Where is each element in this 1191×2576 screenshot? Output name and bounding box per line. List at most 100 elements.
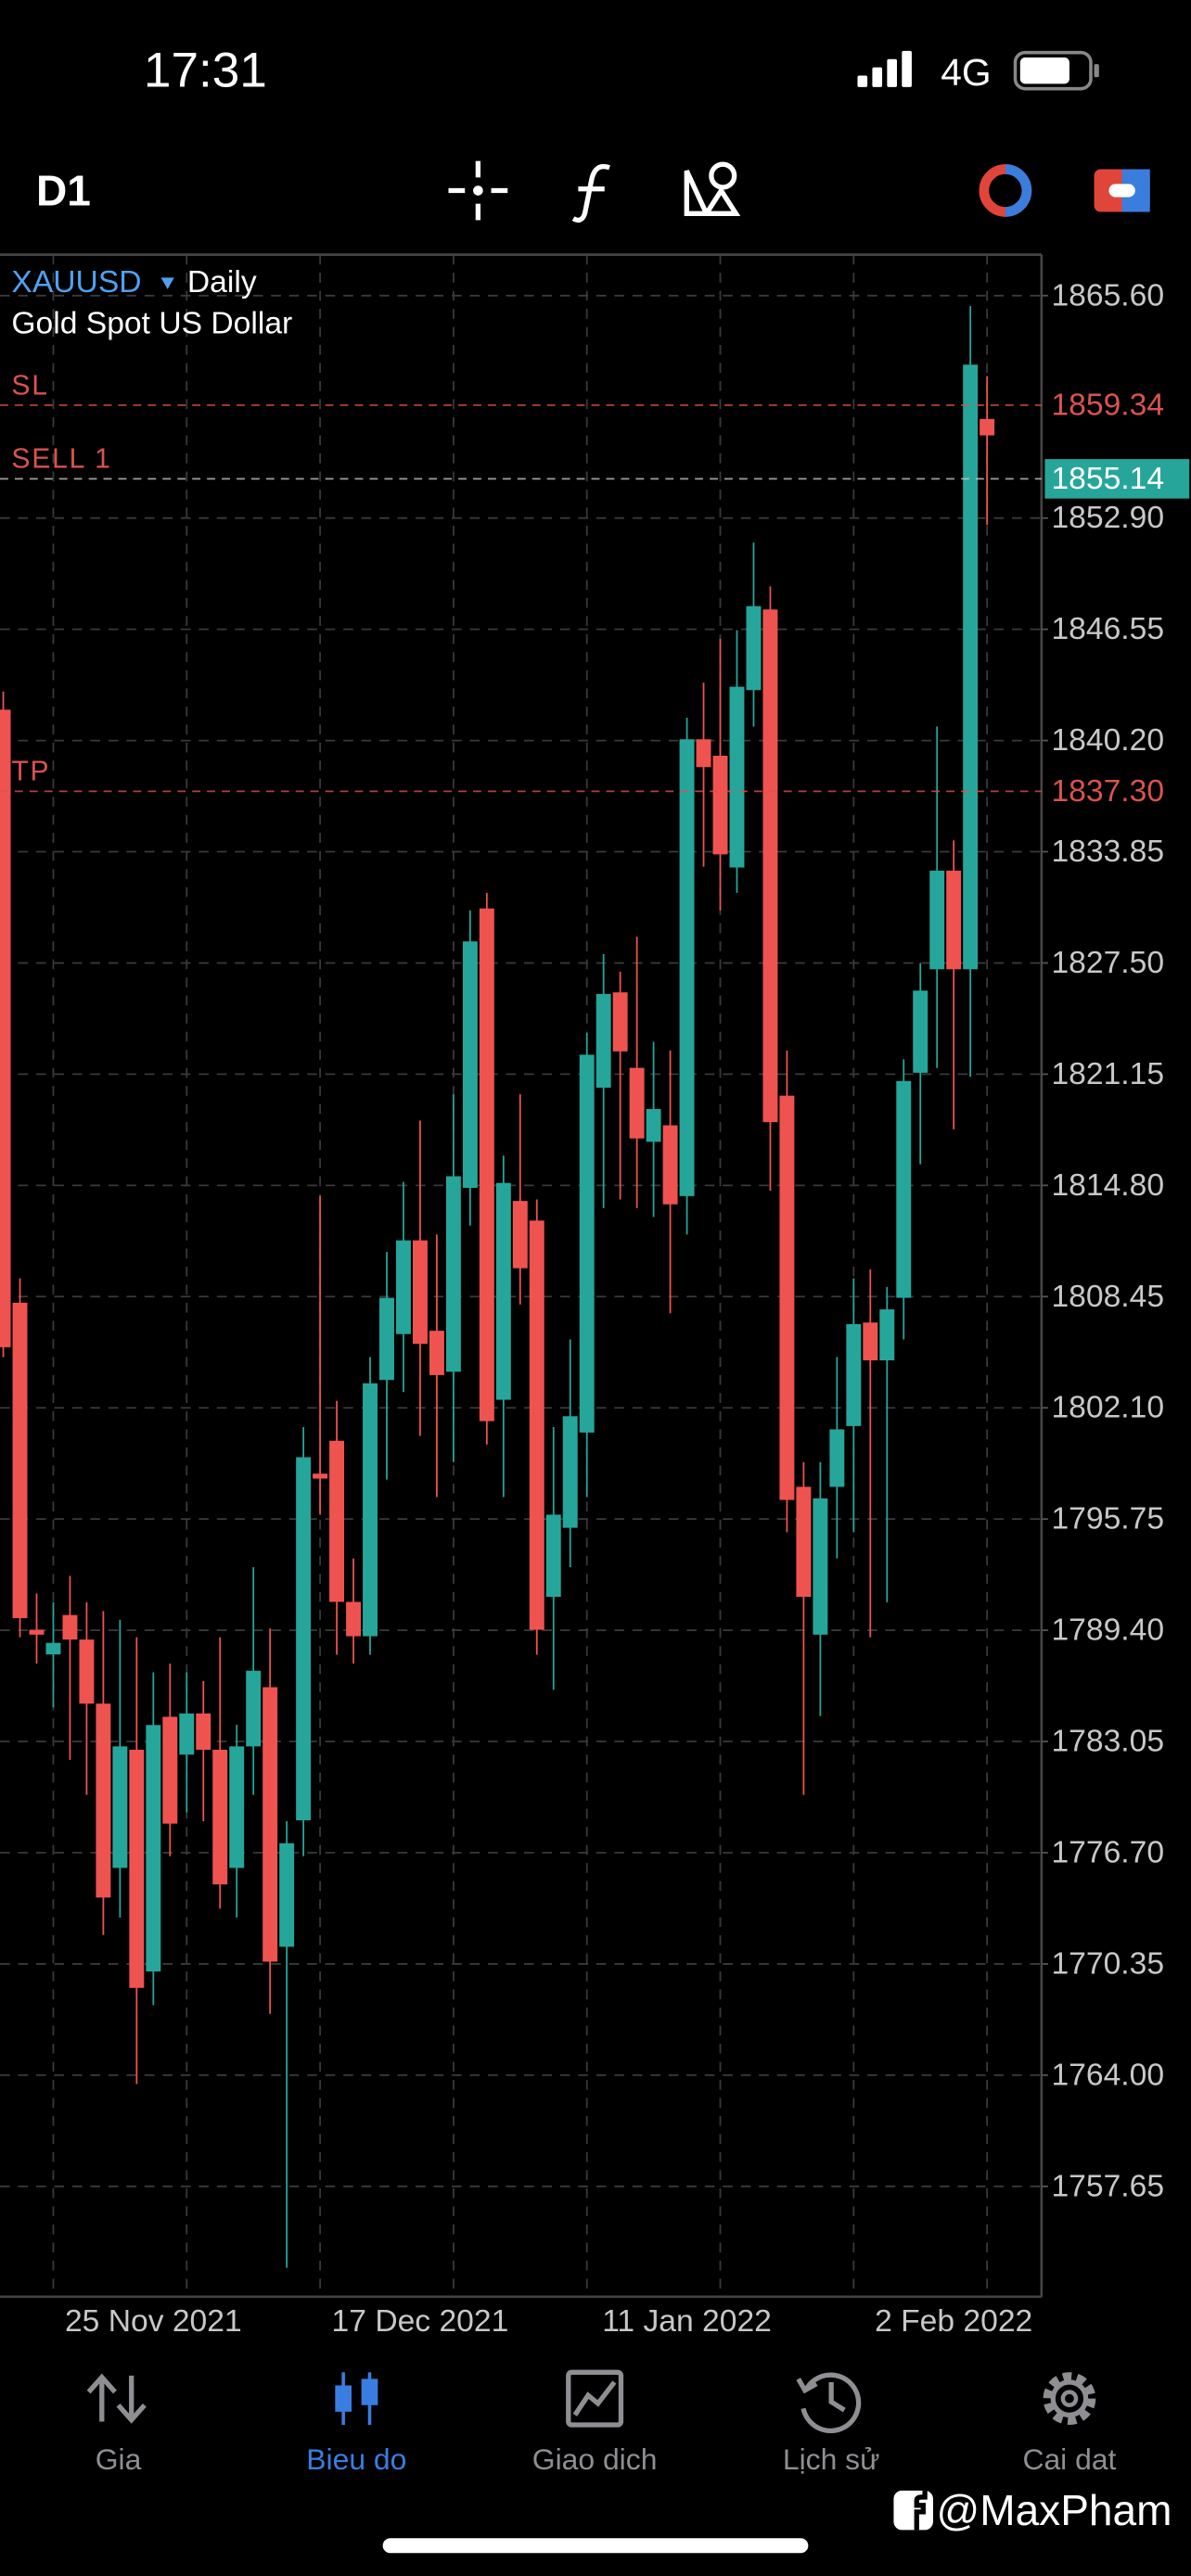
watermark-icon: [914, 2490, 928, 2531]
candle-body: [162, 1716, 178, 1824]
y-tick-label: 1770.35: [1051, 1946, 1164, 1981]
y-tick-label: 1827.50: [1051, 946, 1164, 980]
symbol-dropdown[interactable]: [160, 277, 174, 289]
order-level-name: TP: [11, 757, 50, 787]
candle-body: [796, 1486, 812, 1598]
candle-body: [0, 709, 11, 1347]
indicators-button[interactable]: [571, 163, 610, 223]
order-level-price: 1837.30: [1051, 774, 1164, 809]
candle-body: [495, 1182, 511, 1400]
candle-body: [612, 992, 628, 1052]
home-indicator: [382, 2538, 809, 2554]
clock: 17:31: [144, 44, 267, 98]
timeframe-button[interactable]: D1: [36, 167, 91, 215]
tab-icon: [86, 2373, 147, 2424]
tab-icon: [566, 2369, 624, 2428]
y-tick-label: 1865.60: [1051, 278, 1164, 312]
candle-body: [662, 1125, 678, 1205]
candle-body: [279, 1843, 295, 1947]
candle-body: [29, 1629, 45, 1635]
order-level-price: 1855.14: [1051, 462, 1164, 496]
candle-body: [246, 1670, 262, 1747]
candle-body: [529, 1220, 544, 1630]
candle-body: [679, 739, 695, 1196]
description: Gold Spot US Dollar: [11, 307, 292, 341]
y-tick-label: 1757.65: [1051, 2169, 1164, 2203]
y-tick-label: 1814.80: [1051, 1168, 1164, 1203]
candle-body: [263, 1687, 278, 1962]
price-box: [1044, 459, 1190, 499]
candle-body: [746, 606, 762, 691]
candle-body: [946, 870, 962, 970]
candle-body: [729, 686, 745, 868]
network-type: 4G: [941, 51, 991, 94]
objects-button[interactable]: [684, 161, 741, 216]
candle-body: [62, 1614, 78, 1640]
trade-button[interactable]: [979, 164, 1032, 217]
y-tick-label: 1789.40: [1051, 1613, 1164, 1648]
candle-body: [579, 1054, 595, 1433]
candle-body: [45, 1642, 61, 1655]
tab-icon: [796, 2372, 862, 2434]
candle-body: [212, 1749, 228, 1885]
candle-body: [313, 1473, 328, 1479]
y-tick-label: 1808.45: [1051, 1280, 1164, 1314]
y-tick-label: 1783.05: [1051, 1725, 1164, 1759]
candle-body: [479, 908, 494, 1422]
candle-body: [779, 1095, 795, 1500]
candle-body: [112, 1746, 128, 1868]
candle-body: [329, 1440, 345, 1602]
candle-body: [980, 418, 995, 436]
tab-label[interactable]: Giao dich: [532, 2442, 658, 2476]
candle-body: [196, 1713, 211, 1750]
candle-body: [929, 870, 945, 970]
order-level-name: SL: [11, 370, 48, 401]
tab-label[interactable]: Cai dat: [1022, 2442, 1116, 2476]
crosshair-button[interactable]: [448, 160, 508, 221]
candle-body: [629, 1067, 645, 1139]
candle-body: [963, 364, 979, 970]
y-tick-label: 1821.15: [1051, 1057, 1164, 1091]
y-tick-label: 1840.20: [1051, 723, 1164, 758]
candle-body: [813, 1498, 828, 1635]
candle-body: [646, 1108, 661, 1142]
candle-body: [429, 1331, 444, 1375]
y-tick-label: 1795.75: [1051, 1502, 1164, 1537]
candle-body: [562, 1416, 578, 1528]
candle-body: [379, 1297, 394, 1381]
chart: 1865.60 1852.90 1846.55 1840.20 1833.85 1827.…: [0, 254, 1190, 2339]
order-level-price: 1859.34: [1051, 389, 1164, 423]
candle-body: [296, 1457, 312, 1821]
tab-label[interactable]: Bieu do: [306, 2442, 406, 2476]
candle-body: [12, 1302, 28, 1619]
candle-body: [462, 941, 478, 1188]
y-tick-label: 1846.55: [1051, 612, 1164, 646]
candle-body: [96, 1703, 111, 1898]
tab-icon: [1043, 2372, 1096, 2426]
candle-body: [229, 1746, 245, 1868]
period: Daily: [187, 265, 257, 300]
candle-body: [596, 993, 611, 1088]
watermark: @MaxPham: [936, 2486, 1172, 2534]
symbol[interactable]: XAUUSD: [11, 265, 141, 300]
x-tick-label: 25 Nov 2021: [65, 2304, 242, 2339]
watermark-icon: [893, 2490, 933, 2531]
order-level-name: SELL 1: [11, 444, 111, 475]
candle-body: [445, 1176, 461, 1372]
candle-body: [346, 1601, 362, 1637]
x-tick-label: 2 Feb 2022: [875, 2304, 1032, 2339]
candle-body: [129, 1749, 145, 1988]
candle-body: [146, 1725, 161, 1972]
candle-body: [712, 756, 728, 855]
candle-body: [79, 1639, 95, 1704]
candle-body: [512, 1201, 528, 1269]
x-tick-label: 17 Dec 2021: [332, 2304, 509, 2339]
account-button[interactable]: [1094, 169, 1150, 212]
tab-label[interactable]: Gia: [96, 2442, 142, 2476]
candle-body: [863, 1322, 878, 1361]
tab-label[interactable]: Lịch sử: [783, 2442, 880, 2476]
x-tick-label: 11 Jan 2022: [602, 2304, 772, 2339]
y-tick-label: 1833.85: [1051, 835, 1164, 869]
candle-body: [395, 1240, 411, 1334]
